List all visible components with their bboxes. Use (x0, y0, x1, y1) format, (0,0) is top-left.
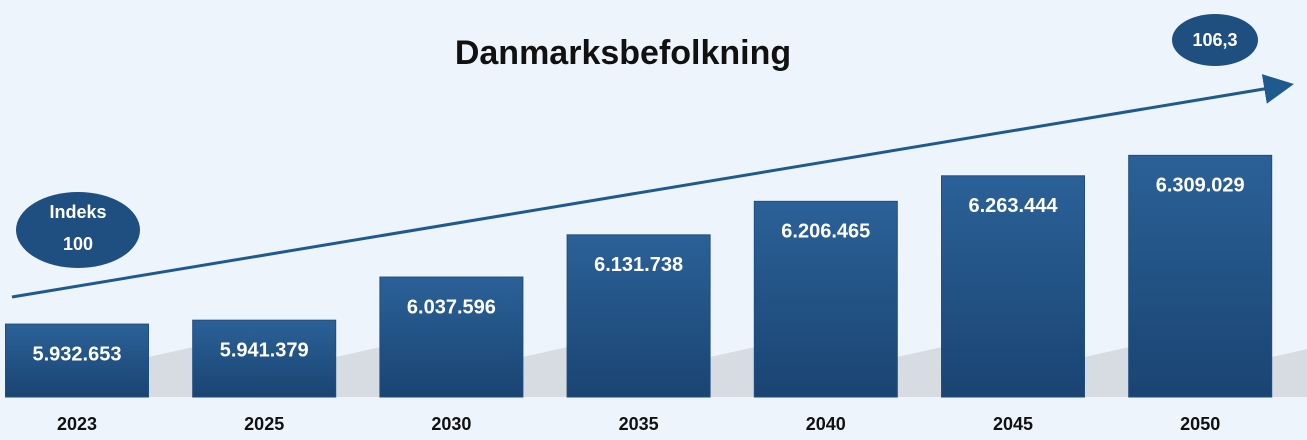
x-tick-label: 2025 (244, 414, 284, 434)
bar (941, 175, 1085, 398)
value-label: 5.941.379 (220, 339, 309, 361)
bar-shadow (1271, 349, 1307, 397)
x-tick-label: 2023 (57, 414, 97, 434)
x-tick-label: 2045 (993, 414, 1033, 434)
end-annotation: 106,3 (1192, 30, 1237, 50)
value-label: 6.263.444 (969, 195, 1059, 217)
trend-arrow (11, 74, 1294, 299)
x-tick-label: 2035 (619, 414, 659, 434)
value-label: 6.309.029 (1156, 175, 1245, 197)
start-annotation: Indeks (49, 202, 106, 222)
start-badge (16, 192, 140, 268)
value-label: 6.131.738 (594, 254, 683, 276)
value-label: 5.932.653 (33, 343, 122, 365)
bar (192, 319, 337, 398)
start-annotation: 100 (63, 234, 93, 254)
bar (1128, 154, 1273, 398)
x-tick-label: 2030 (431, 414, 471, 434)
x-tick-label: 2040 (806, 414, 846, 434)
bar (5, 323, 149, 398)
value-label: 6.037.596 (407, 296, 496, 318)
bar (566, 234, 711, 398)
end-badge (1172, 14, 1258, 66)
chart-title: Danmarksbefolkning (455, 34, 791, 72)
x-tick-label: 2050 (1180, 414, 1220, 434)
bar (379, 276, 524, 398)
bar (753, 200, 898, 398)
value-label: 6.206.465 (781, 221, 870, 243)
